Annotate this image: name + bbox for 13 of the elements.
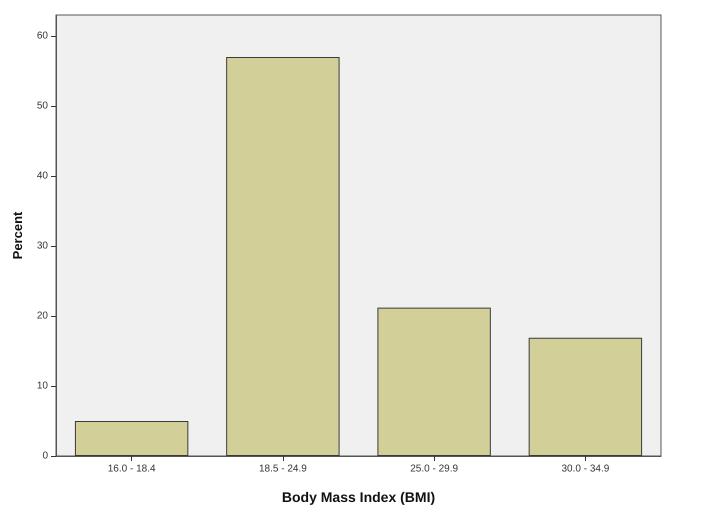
x-tick-label: 16.0 - 18.4 <box>108 464 156 474</box>
y-tick-label: 30 <box>36 240 48 252</box>
y-tick-label: 20 <box>36 310 48 322</box>
y-tick-label: 60 <box>36 30 48 42</box>
x-axis-title: Body Mass Index (BMI) <box>282 489 436 505</box>
x-tick-label: 30.0 - 34.9 <box>561 464 610 474</box>
y-tick-label: 10 <box>36 380 48 392</box>
y-axis-title: Percent <box>10 210 25 260</box>
x-tick-label: 25.0 - 29.9 <box>410 464 458 474</box>
y-tick-label: 0 <box>42 450 48 462</box>
y-tick-label: 40 <box>36 170 48 182</box>
x-tick-label: 18.5 - 24.9 <box>258 464 308 474</box>
y-tick-label: 50 <box>36 100 48 112</box>
